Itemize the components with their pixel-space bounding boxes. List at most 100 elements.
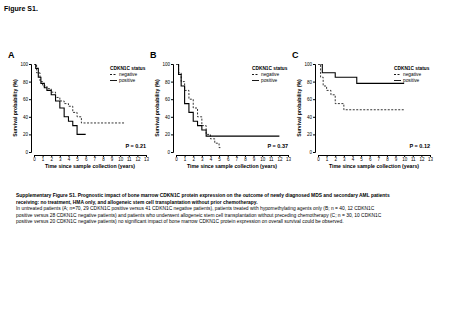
x-tick: 2 [192, 155, 195, 162]
x-tick-label: 13 [428, 157, 434, 162]
y-tick-label: 80 [307, 80, 313, 85]
y-axis: 0 20 40 60 80 100 [20, 62, 31, 155]
legend-label: negative [119, 72, 137, 77]
survival-curve [318, 64, 404, 83]
x-tick: 1 [42, 155, 45, 162]
x-tick-label: 2 [192, 157, 195, 162]
y-tick: 20 [307, 132, 315, 137]
panel: B012345678910111213020406080100Time sinc… [150, 50, 291, 169]
y-tick: 20 [165, 132, 173, 137]
x-tick-label: 11 [269, 157, 274, 162]
x-tick-label: 9 [253, 157, 256, 162]
survival-curve [176, 64, 222, 148]
x-tick: 4 [210, 155, 213, 162]
x-tick-label: 2 [334, 157, 337, 162]
y-tick-label: 0 [167, 150, 170, 155]
x-tick: 8 [244, 155, 247, 162]
x-tick-label: 0 [33, 157, 36, 162]
x-tick-label: 7 [378, 157, 381, 162]
y-tick: 60 [165, 97, 173, 102]
figure: Figure S1.A01234567891011121302040608010… [0, 0, 450, 312]
y-tick: 60 [23, 97, 31, 102]
x-tick: 0 [175, 155, 178, 162]
x-tick-label: 6 [369, 157, 372, 162]
x-tick-label: 11 [411, 157, 416, 162]
survival-curve [34, 64, 124, 123]
x-tick: 0 [33, 155, 36, 162]
panel: A012345678910111213020406080100Time sinc… [8, 50, 149, 169]
y-tick-mark [29, 99, 31, 100]
x-tick: 3 [59, 155, 62, 162]
y-tick-label: 80 [23, 80, 29, 85]
survival-curve [176, 64, 279, 136]
x-tick: 13 [144, 155, 150, 162]
x-tick: 11 [411, 155, 416, 162]
panel-letter: A [8, 50, 15, 60]
x-tick-label: 9 [395, 157, 398, 162]
y-tick-label: 40 [23, 115, 29, 120]
y-tick-label: 100 [20, 62, 28, 67]
legend: CDKN1C statusnegativepositive [110, 66, 146, 83]
legend-title: CDKN1C status [394, 66, 430, 71]
y-tick-mark [171, 82, 173, 83]
y-axis-title: Survival probability (%) [296, 79, 302, 137]
x-tick-label: 8 [386, 157, 389, 162]
x-tick: 7 [236, 155, 239, 162]
y-tick: 40 [23, 115, 31, 120]
y-tick-mark [313, 134, 315, 135]
x-tick-label: 12 [135, 157, 141, 162]
legend: CDKN1C statusnegativepositive [252, 66, 288, 83]
y-axis-title: Survival probability (%) [12, 79, 18, 137]
x-tick: 10 [118, 155, 124, 162]
y-tick-label: 40 [307, 115, 313, 120]
x-tick: 9 [111, 155, 114, 162]
x-tick-label: 8 [102, 157, 105, 162]
x-tick: 4 [352, 155, 355, 162]
y-tick-label: 80 [165, 80, 171, 85]
y-tick-label: 0 [25, 150, 28, 155]
legend-label: positive [261, 78, 278, 83]
x-axis: 012345678910111213 [33, 155, 149, 162]
y-tick-label: 0 [309, 150, 312, 155]
x-tick: 13 [286, 155, 292, 162]
p-value: P = 0.12 [409, 143, 430, 149]
y-axis-line [29, 65, 32, 153]
y-tick-mark [171, 117, 173, 118]
figure-title: Figure S1. [4, 5, 38, 13]
legend-swatch [394, 80, 401, 81]
x-tick: 2 [50, 155, 53, 162]
y-tick-label: 60 [165, 97, 171, 102]
legend-label: positive [119, 78, 136, 83]
y-tick-mark [313, 117, 315, 118]
legend-label: negative [403, 72, 421, 77]
x-tick-label: 10 [260, 157, 266, 162]
x-tick-label: 13 [286, 157, 292, 162]
panel-letter: B [150, 50, 157, 60]
x-tick-label: 1 [326, 157, 329, 162]
y-tick-mark [171, 99, 173, 100]
survival-curve [318, 64, 404, 110]
y-tick: 60 [307, 97, 315, 102]
legend-label: negative [261, 72, 279, 77]
y-tick-mark [313, 82, 315, 83]
y-tick: 20 [23, 132, 31, 137]
y-tick-mark [313, 64, 315, 65]
x-tick-label: 1 [42, 157, 45, 162]
y-tick-label: 20 [307, 132, 313, 137]
x-tick: 5 [218, 155, 221, 162]
y-tick: 80 [307, 80, 315, 85]
x-tick-label: 9 [111, 157, 114, 162]
y-tick-mark [29, 117, 31, 118]
plot-area [176, 64, 279, 148]
y-tick: 0 [25, 150, 31, 155]
x-tick-label: 4 [68, 157, 71, 162]
x-tick-label: 4 [352, 157, 355, 162]
legend: CDKN1C statusnegativepositive [394, 66, 430, 83]
x-tick-label: 6 [85, 157, 88, 162]
y-tick-mark [29, 82, 31, 83]
y-tick: 100 [304, 62, 315, 67]
y-axis: 020406080100 [162, 62, 173, 155]
x-tick-label: 7 [236, 157, 239, 162]
caption-text: positive versus 20 CDKN1C negative patie… [16, 219, 344, 224]
x-tick-label: 0 [175, 157, 178, 162]
